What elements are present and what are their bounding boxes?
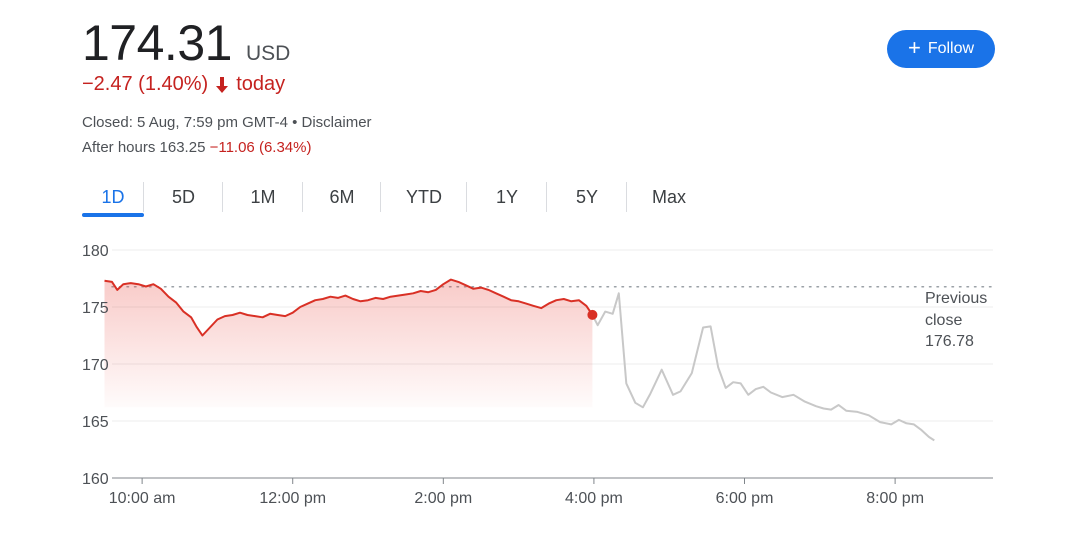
after-hours-line bbox=[591, 292, 935, 442]
tab-1y[interactable]: 1Y bbox=[467, 182, 547, 212]
previous-close-value: 176.78 bbox=[925, 333, 974, 350]
active-tab-indicator bbox=[82, 213, 144, 217]
range-tabs: 1D 5D 1M 6M YTD 1Y 5Y Max bbox=[82, 182, 711, 217]
y-tick-label: 175 bbox=[82, 300, 109, 317]
follow-button[interactable]: + Follow bbox=[887, 30, 995, 68]
price-change: −2.47 (1.40%) today bbox=[82, 73, 285, 96]
market-status: Closed: 5 Aug, 7:59 pm GMT-4 • Disclaime… bbox=[82, 114, 372, 131]
tab-6m[interactable]: 6M bbox=[303, 182, 381, 212]
change-value: −2.47 (1.40%) bbox=[82, 73, 209, 95]
y-tick-label: 165 bbox=[82, 414, 109, 431]
x-tick-label: 2:00 pm bbox=[414, 490, 472, 507]
change-suffix: today bbox=[236, 73, 286, 95]
x-tick-label: 10:00 am bbox=[109, 490, 176, 507]
tab-max[interactable]: Max bbox=[651, 186, 686, 207]
after-hours-info: After hours 163.25 −11.06 (6.34%) bbox=[82, 139, 311, 156]
plus-icon: + bbox=[907, 35, 921, 60]
regular-session-line bbox=[104, 278, 594, 337]
x-tick-label: 8:00 pm bbox=[866, 490, 924, 507]
last-price-marker bbox=[587, 309, 598, 320]
follow-label: Follow bbox=[927, 40, 975, 57]
after-hours-price: After hours 163.25 bbox=[82, 139, 206, 156]
x-tick-label: 6:00 pm bbox=[716, 490, 774, 507]
currency-code: USD bbox=[245, 42, 291, 65]
previous-close-label: close bbox=[925, 312, 962, 329]
current-price: 174.31 bbox=[82, 15, 232, 71]
tab-ytd[interactable]: YTD bbox=[381, 182, 467, 212]
tab-1d[interactable]: 1D bbox=[82, 182, 144, 217]
price-header: 174.31 USD bbox=[82, 14, 290, 72]
arrow-down-icon bbox=[216, 76, 229, 93]
x-tick-label: 12:00 pm bbox=[259, 490, 326, 507]
y-tick-label: 170 bbox=[82, 357, 109, 374]
after-hours-change: −11.06 (6.34%) bbox=[209, 139, 312, 156]
previous-close-label: Previous bbox=[925, 290, 987, 307]
x-tick-label: 4:00 pm bbox=[565, 490, 623, 507]
y-tick-label: 160 bbox=[82, 471, 109, 488]
regular-session-area bbox=[104, 279, 593, 408]
tab-5d[interactable]: 5D bbox=[144, 182, 223, 212]
tab-1m[interactable]: 1M bbox=[223, 182, 303, 212]
y-tick-label: 180 bbox=[82, 243, 109, 260]
tab-5y[interactable]: 5Y bbox=[547, 182, 627, 212]
